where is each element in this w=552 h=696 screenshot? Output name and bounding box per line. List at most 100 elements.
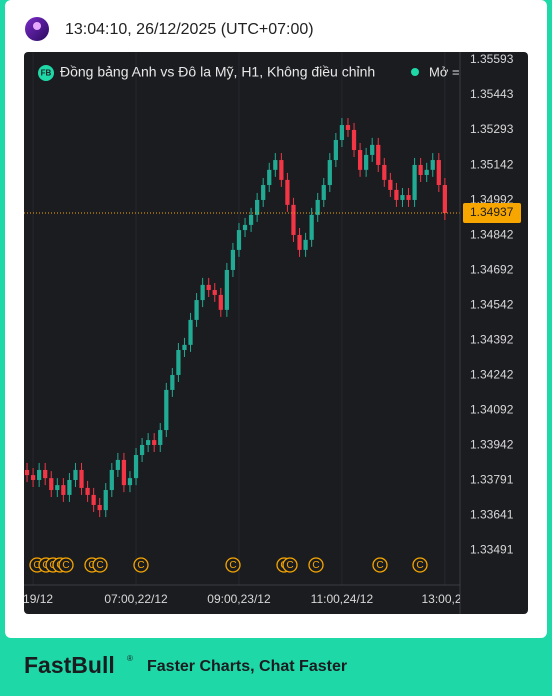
y-tick-label: 1.33491: [470, 543, 514, 557]
candle-body: [424, 169, 429, 175]
event-marker-label: C: [96, 560, 103, 571]
candle-body: [388, 179, 393, 190]
candle-body: [255, 199, 260, 215]
candle-body: [67, 479, 72, 495]
candle-body: [406, 195, 411, 200]
candle-body: [321, 185, 326, 200]
legend-title: Đồng bảng Anh vs Đô la Mỹ, H1, Không điề…: [60, 64, 375, 80]
candle-body: [182, 344, 187, 351]
y-tick-label: 1.33641: [470, 508, 514, 522]
y-tick-label: 1.35443: [470, 87, 514, 101]
candle-body: [248, 214, 254, 225]
y-tick-label: 1.34992: [470, 192, 514, 206]
legend-badge: [38, 65, 54, 81]
last-price-badge: [463, 203, 521, 224]
candle-body: [376, 144, 381, 165]
candle-body: [133, 455, 139, 479]
candle-body: [279, 160, 284, 180]
candle-body: [357, 150, 363, 170]
candle-body: [73, 469, 78, 480]
y-tick-label: 1.35593: [470, 52, 514, 66]
candle-body: [206, 284, 211, 291]
y-tick-label: 1.33791: [470, 473, 514, 487]
grid: [32, 52, 446, 585]
event-marker-label: C: [286, 560, 293, 571]
avatar-figure: [33, 22, 41, 30]
x-tick-label: 0,19/12: [13, 592, 53, 606]
candle-body: [351, 129, 357, 151]
candle-body: [24, 469, 30, 476]
candle-body: [152, 440, 157, 445]
x-tick-label: 07:00,22/12: [104, 592, 168, 606]
candle-body: [230, 249, 236, 270]
candle-body: [418, 164, 423, 175]
event-marker: [225, 557, 241, 573]
timestamp: 13:04:10, 26/12/2025 (UTC+07:00): [65, 21, 314, 38]
registered: ®: [127, 654, 133, 663]
candle-body: [339, 125, 345, 140]
candle-body: [315, 199, 320, 215]
candle-body: [327, 160, 332, 186]
candle-body: [158, 430, 163, 445]
candle-body: [61, 485, 66, 495]
candle-body: [333, 139, 338, 161]
event-marker: [58, 557, 74, 573]
x-tick-label: 13:00,26: [422, 592, 469, 606]
candle-body: [115, 459, 120, 470]
candle-body: [382, 164, 387, 180]
candle-body: [370, 144, 375, 155]
candle-body: [127, 478, 133, 486]
y-tick-label: 1.34692: [470, 262, 514, 276]
candle-body: [345, 125, 351, 130]
candle-body: [176, 350, 181, 375]
candle-body: [412, 164, 417, 200]
event-marker-label: C: [62, 560, 69, 571]
event-marker-label: C: [88, 560, 95, 571]
candle-body: [79, 469, 84, 488]
y-tick-label: 1.35142: [470, 157, 514, 171]
candle-body: [303, 239, 308, 250]
candle-body: [442, 185, 447, 214]
candle-body: [212, 290, 217, 295]
candle-body: [97, 504, 102, 511]
event-marker: [372, 557, 388, 573]
candle-body: [224, 269, 229, 310]
price-axis: 1.35593 1.35443 1.35293 1.35142 1.34992 1.348…: [463, 52, 521, 557]
event-marker-label: C: [229, 560, 236, 571]
time-axis: 0,19/12 07:00,22/12 09:00,23/12 11:00,24/12…: [13, 592, 469, 606]
candle-body: [194, 300, 199, 320]
event-marker-label: C: [312, 560, 319, 571]
candle-body: [37, 469, 42, 480]
y-tick-label: 1.34092: [470, 402, 514, 416]
candle-body: [200, 284, 205, 301]
candle-body: [267, 169, 272, 186]
x-tick-label: 09:00,23/12: [207, 592, 271, 606]
event-marker: [92, 557, 108, 573]
candle-body: [188, 319, 193, 345]
candle-body: [121, 459, 127, 486]
event-marker-label: C: [137, 560, 144, 571]
candle-body: [400, 195, 405, 200]
candle-body: [85, 487, 90, 495]
candle-body: [170, 374, 175, 390]
candle-body: [164, 389, 169, 431]
candle-body: [285, 179, 290, 205]
candle-body: [436, 160, 441, 186]
candles: [24, 118, 460, 518]
candle-body: [55, 485, 60, 491]
candle-body: [242, 224, 248, 231]
legend-dot: [411, 68, 419, 76]
y-tick-label: 1.34842: [470, 227, 514, 241]
event-marker: [412, 557, 428, 573]
legend-open: Mở =: [429, 64, 460, 79]
candle-body: [146, 440, 151, 445]
event-marker: [133, 557, 149, 573]
candle-body: [430, 160, 435, 170]
candle-body: [91, 494, 96, 505]
candle-body: [109, 469, 114, 491]
event-marker: [308, 557, 324, 573]
candle-body: [273, 160, 278, 170]
y-tick-label: 1.33942: [470, 437, 514, 451]
